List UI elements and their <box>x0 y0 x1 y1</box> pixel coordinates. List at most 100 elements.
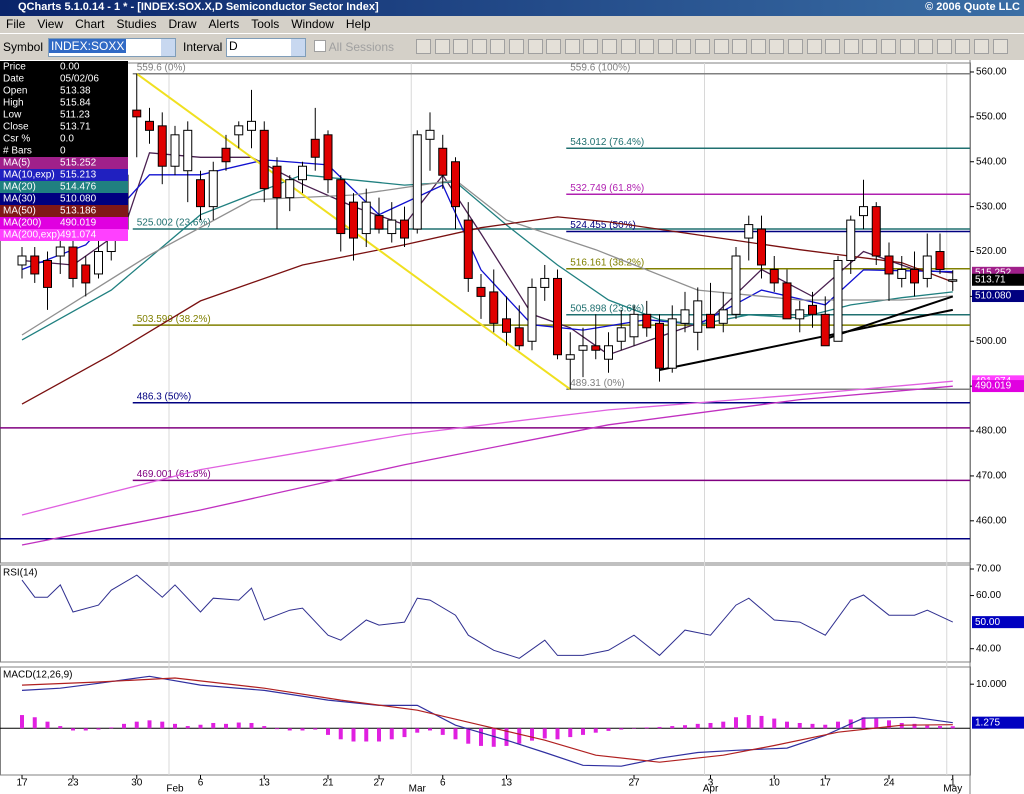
candle-body <box>706 313 715 329</box>
x-tick-label: 21 <box>322 778 334 789</box>
candle-body <box>298 165 307 181</box>
tool-button[interactable] <box>713 39 729 54</box>
tool-button[interactable] <box>750 39 766 54</box>
x-tick-label: 1 <box>950 778 956 789</box>
info-label: Date <box>3 74 25 85</box>
menu-item[interactable]: Alerts <box>208 17 240 31</box>
menu-item[interactable]: Studies <box>116 17 157 31</box>
tool-button[interactable] <box>509 39 524 54</box>
tool-button[interactable] <box>471 39 487 54</box>
sessions-checkbox[interactable]: All Sessions <box>314 40 394 54</box>
tool-button[interactable] <box>825 39 841 54</box>
macd-histogram-bar <box>619 728 624 730</box>
tool-button[interactable] <box>676 39 692 54</box>
tool-button[interactable] <box>546 39 562 54</box>
fib-label: 516.161 (38.2%) <box>570 257 644 268</box>
tool-button[interactable] <box>899 39 915 54</box>
macd-histogram-bar <box>185 726 190 729</box>
macd-histogram-bar <box>479 728 483 746</box>
y-tick-label: 530.00 <box>976 201 1007 212</box>
y-tick-label: 60.00 <box>976 590 1001 601</box>
macd-histogram-bar <box>58 726 63 729</box>
info-row <box>0 85 128 97</box>
tool-button[interactable] <box>881 39 896 54</box>
tool-button[interactable] <box>974 39 989 54</box>
tool-button[interactable] <box>434 39 450 54</box>
legend-name: MA(50) <box>3 206 36 217</box>
candle-body <box>667 318 677 369</box>
macd-histogram-bar <box>632 728 636 729</box>
macd-histogram-bar <box>71 728 75 731</box>
x-tick-label: 17 <box>820 778 832 789</box>
value-tag <box>972 716 1024 729</box>
legend-value: 515.213 <box>60 170 97 181</box>
tool-button[interactable] <box>602 39 617 54</box>
symbol-combo[interactable]: INDEX:SOXX <box>48 38 176 57</box>
menu-item[interactable]: File <box>6 17 26 31</box>
macd-histogram-bar <box>695 723 700 729</box>
tool-button[interactable] <box>695 39 710 54</box>
tool-button[interactable] <box>992 39 1008 54</box>
macd-line <box>21 677 953 763</box>
candle-body <box>884 255 894 275</box>
y-tick-label: 540.00 <box>976 156 1007 167</box>
tool-button[interactable] <box>639 39 655 54</box>
tool-button[interactable] <box>862 39 878 54</box>
legend-row <box>0 205 128 217</box>
candle-body <box>55 246 65 257</box>
candle-body <box>935 251 945 270</box>
tool-button[interactable] <box>583 39 599 54</box>
copyright: © 2006 Quote LLC <box>925 1 1020 13</box>
tool-button[interactable] <box>620 39 636 54</box>
tool-button[interactable] <box>955 39 971 54</box>
menu-item[interactable]: Tools <box>251 17 280 31</box>
tool-button[interactable] <box>490 39 506 54</box>
candle-body <box>859 206 868 217</box>
legend-value: 515.252 <box>60 158 97 169</box>
menu-item[interactable]: Window <box>291 17 334 31</box>
menu-item[interactable]: Help <box>345 17 371 31</box>
macd-histogram-bar <box>504 728 509 746</box>
menu-item[interactable]: Draw <box>168 17 197 31</box>
macd-histogram-bar <box>313 728 318 730</box>
tool-button[interactable] <box>806 39 822 54</box>
info-value: 0 <box>60 146 66 157</box>
toolbar: Symbol INDEX:SOXX Interval D All Session… <box>0 33 1024 62</box>
tool-button[interactable] <box>527 39 543 54</box>
info-row <box>0 145 128 157</box>
candle-body <box>948 279 958 282</box>
candle-body <box>846 219 856 261</box>
macd-histogram-bar <box>657 726 662 729</box>
candle-body <box>157 125 167 167</box>
interval-combo[interactable]: D <box>226 38 306 57</box>
macd-histogram-bar <box>606 728 611 731</box>
fib-label: 503.599 (38.2%) <box>137 314 211 325</box>
menu-item[interactable]: Chart <box>75 17 105 31</box>
legend-row <box>0 193 128 205</box>
tool-button[interactable] <box>732 39 748 54</box>
tool-button[interactable] <box>788 39 803 54</box>
menu-item[interactable]: View <box>37 17 64 31</box>
tool-button[interactable] <box>416 39 431 54</box>
macd-histogram-bar <box>593 728 598 733</box>
macd-histogram-bar <box>198 724 203 729</box>
macd-histogram-bar <box>262 726 267 729</box>
tool-button[interactable] <box>564 39 580 54</box>
tool-button[interactable] <box>936 39 952 54</box>
tool-button[interactable] <box>918 39 934 54</box>
macd-histogram-bar <box>428 728 432 731</box>
candle-body <box>871 206 881 257</box>
fib-label: 532.749 (61.8%) <box>570 183 644 194</box>
moving-average <box>21 385 953 546</box>
tool-button[interactable] <box>843 39 859 54</box>
macd-histogram-bar <box>122 723 126 729</box>
tool-button[interactable] <box>453 39 469 54</box>
tool-button[interactable] <box>657 39 673 54</box>
fib-label: 486.3 (50%) <box>137 391 191 402</box>
tool-button[interactable] <box>769 39 785 54</box>
legend-value: 490.019 <box>60 218 97 229</box>
legend-value: 510.080 <box>60 194 97 205</box>
candle-body <box>438 147 448 176</box>
candle-body <box>693 300 703 333</box>
legend-value: 513.186 <box>60 206 97 217</box>
